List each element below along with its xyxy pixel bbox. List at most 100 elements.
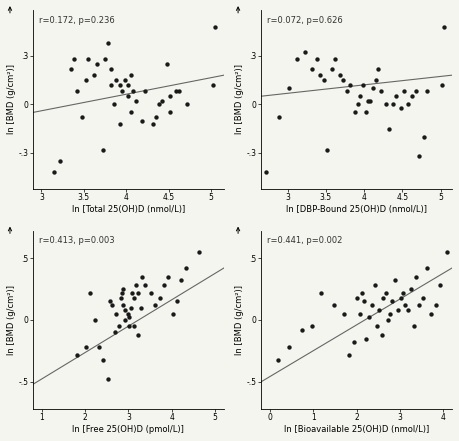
Point — [73, 88, 81, 95]
Point — [361, 298, 368, 305]
Point — [195, 248, 202, 255]
Point — [341, 310, 348, 318]
Point — [382, 101, 389, 108]
Point — [130, 294, 137, 301]
Point — [108, 302, 116, 309]
Point — [104, 376, 111, 383]
Point — [133, 282, 140, 289]
Point — [274, 356, 281, 363]
Point — [130, 323, 137, 330]
Point — [73, 351, 81, 358]
Point — [385, 125, 392, 132]
Point — [50, 169, 58, 176]
Point — [324, 146, 331, 153]
Point — [137, 304, 144, 311]
Point — [127, 109, 134, 116]
Point — [112, 310, 120, 318]
Point — [172, 88, 179, 95]
Point — [413, 88, 420, 95]
Point — [402, 302, 409, 309]
Point — [351, 109, 358, 116]
Point — [167, 93, 174, 100]
Point — [158, 97, 166, 105]
Point — [313, 56, 320, 63]
Point — [110, 101, 117, 108]
X-axis label: ln [Bioavailable 25(OH)D (nmol/L)]: ln [Bioavailable 25(OH)D (nmol/L)] — [284, 425, 429, 434]
Point — [432, 302, 439, 309]
Point — [380, 294, 387, 301]
Point — [106, 298, 114, 305]
Point — [374, 323, 381, 330]
Point — [121, 306, 129, 314]
Point — [357, 93, 364, 100]
Point — [354, 294, 361, 301]
Point — [362, 109, 369, 116]
Point — [107, 81, 115, 88]
Point — [90, 71, 98, 78]
Y-axis label: ln [BMD (g/cm²)]: ln [BMD (g/cm²)] — [235, 64, 244, 135]
Point — [364, 97, 372, 105]
Point — [317, 289, 325, 296]
Point — [93, 60, 100, 67]
Point — [308, 323, 316, 330]
Text: r=0.072, p=0.626: r=0.072, p=0.626 — [267, 16, 342, 25]
Point — [413, 273, 420, 280]
Point — [101, 56, 109, 63]
Point — [87, 289, 94, 296]
Point — [415, 153, 423, 160]
Point — [126, 323, 133, 330]
Point — [404, 306, 411, 314]
Point — [347, 81, 354, 88]
Point — [111, 329, 118, 336]
Point — [117, 294, 124, 301]
Text: r=0.172, p=0.236: r=0.172, p=0.236 — [39, 16, 114, 25]
Point — [397, 294, 404, 301]
Point — [82, 76, 89, 83]
Point — [400, 88, 408, 95]
Point — [175, 88, 183, 95]
Point — [127, 304, 134, 311]
Point — [184, 101, 191, 108]
Point — [118, 289, 126, 296]
Point — [344, 88, 351, 95]
Point — [116, 81, 123, 88]
Point — [112, 76, 120, 83]
Point — [165, 273, 172, 280]
Point — [298, 326, 306, 333]
Point — [365, 314, 372, 321]
Point — [174, 298, 181, 305]
Point — [107, 65, 115, 72]
Point — [336, 71, 343, 78]
Point — [178, 277, 185, 284]
Point — [116, 120, 123, 127]
Point — [375, 306, 383, 314]
Point — [121, 76, 128, 83]
Point — [321, 76, 328, 83]
Point — [436, 282, 443, 289]
Point — [384, 317, 392, 324]
Point — [358, 289, 365, 296]
Point — [212, 23, 219, 30]
Point — [339, 76, 347, 83]
Point — [416, 302, 423, 309]
Point — [387, 310, 394, 318]
Point — [121, 317, 129, 324]
Point — [209, 81, 217, 88]
Point — [363, 335, 370, 342]
Point — [308, 65, 316, 72]
Point — [124, 310, 131, 318]
Point — [124, 93, 132, 100]
Point — [134, 331, 142, 338]
Point — [119, 302, 127, 309]
Point — [160, 282, 168, 289]
Point — [397, 104, 404, 111]
Point — [328, 65, 336, 72]
Point — [407, 285, 414, 292]
Point — [394, 306, 402, 314]
Text: r=0.441, p=0.002: r=0.441, p=0.002 — [267, 236, 342, 245]
Point — [84, 56, 92, 63]
Point — [95, 344, 102, 351]
Point — [410, 323, 418, 330]
Point — [391, 277, 398, 284]
Point — [138, 117, 145, 124]
